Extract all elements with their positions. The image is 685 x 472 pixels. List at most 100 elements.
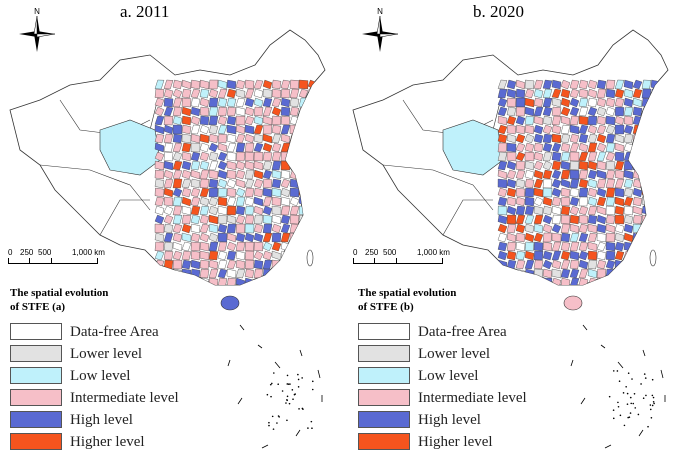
city-region xyxy=(235,115,246,126)
city-region xyxy=(578,223,589,234)
city-region xyxy=(262,187,273,198)
city-region xyxy=(172,133,183,144)
city-region xyxy=(605,214,616,225)
city-region xyxy=(307,205,318,216)
city-region xyxy=(326,260,335,269)
city-region xyxy=(326,80,335,89)
city-region xyxy=(632,151,643,162)
city-region xyxy=(271,97,282,108)
city-region xyxy=(560,259,571,270)
city-region xyxy=(596,277,607,285)
city-region xyxy=(217,151,228,162)
city-region xyxy=(507,296,516,305)
city-region xyxy=(217,169,228,180)
city-region xyxy=(280,277,291,285)
city-region xyxy=(191,287,200,296)
city-region xyxy=(289,124,300,135)
city-region xyxy=(272,296,281,305)
city-region xyxy=(533,223,544,234)
city-region xyxy=(669,107,678,116)
city-region xyxy=(506,169,517,180)
city-region xyxy=(190,223,201,234)
city-region xyxy=(669,143,678,152)
city-region xyxy=(290,287,299,296)
city-region xyxy=(244,151,255,162)
city-region xyxy=(533,241,544,252)
city-region xyxy=(605,115,616,126)
scale-bar: 0 250 500 1,000 km xyxy=(353,248,493,264)
city-region xyxy=(307,115,318,126)
city-region xyxy=(181,205,192,216)
city-region xyxy=(289,160,300,171)
city-region xyxy=(623,223,634,234)
city-region xyxy=(235,259,246,270)
city-region xyxy=(515,97,526,108)
city-region xyxy=(614,97,625,108)
city-region xyxy=(605,241,616,252)
city-region xyxy=(587,196,598,207)
city-region xyxy=(596,88,607,99)
city-region xyxy=(307,124,318,135)
city-region xyxy=(669,197,678,206)
city-region xyxy=(271,187,282,198)
city-region xyxy=(623,178,634,189)
north-arrow-icon: N xyxy=(19,7,56,52)
city-region xyxy=(605,106,616,117)
city-region xyxy=(316,205,325,216)
city-region xyxy=(497,223,508,234)
city-region xyxy=(298,241,309,252)
city-region xyxy=(515,151,526,162)
city-region xyxy=(659,151,668,162)
city-region xyxy=(200,296,209,305)
city-region xyxy=(253,142,264,153)
city-region xyxy=(154,223,165,234)
city-region xyxy=(307,106,318,117)
city-region xyxy=(614,223,625,234)
city-region xyxy=(271,124,282,135)
city-region xyxy=(172,196,183,207)
city-region xyxy=(659,214,668,225)
city-region xyxy=(190,88,201,99)
city-region xyxy=(307,196,318,207)
city-region xyxy=(154,160,165,171)
city-region xyxy=(642,287,651,296)
city-region xyxy=(650,160,661,171)
city-region xyxy=(307,88,318,99)
city-region xyxy=(208,106,219,117)
city-region xyxy=(209,287,218,296)
city-region xyxy=(280,178,291,189)
city-region xyxy=(578,106,589,117)
city-region xyxy=(326,269,335,278)
city-region xyxy=(316,142,325,153)
city-region xyxy=(254,287,263,296)
city-region xyxy=(298,151,309,162)
city-region xyxy=(253,88,264,99)
city-region xyxy=(262,124,273,135)
city-region xyxy=(632,97,643,108)
city-region xyxy=(172,142,183,153)
city-region xyxy=(262,160,273,171)
city-region xyxy=(199,178,210,189)
city-region xyxy=(154,241,165,252)
city-region xyxy=(605,88,616,99)
city-region xyxy=(191,296,200,305)
city-region xyxy=(244,196,255,207)
city-region xyxy=(199,214,210,225)
city-region xyxy=(632,250,643,261)
city-region xyxy=(326,125,335,134)
city-region xyxy=(307,160,318,171)
city-region xyxy=(569,133,580,144)
city-region xyxy=(497,241,508,252)
city-region xyxy=(533,268,544,279)
city-region xyxy=(326,197,335,206)
city-region xyxy=(155,287,164,296)
city-region xyxy=(253,178,264,189)
city-region xyxy=(659,178,668,189)
city-region xyxy=(615,296,624,305)
city-region xyxy=(659,250,668,261)
city-region xyxy=(587,178,598,189)
city-region xyxy=(587,214,598,225)
city-region xyxy=(181,151,192,162)
city-region xyxy=(271,169,282,180)
city-region xyxy=(560,151,571,162)
